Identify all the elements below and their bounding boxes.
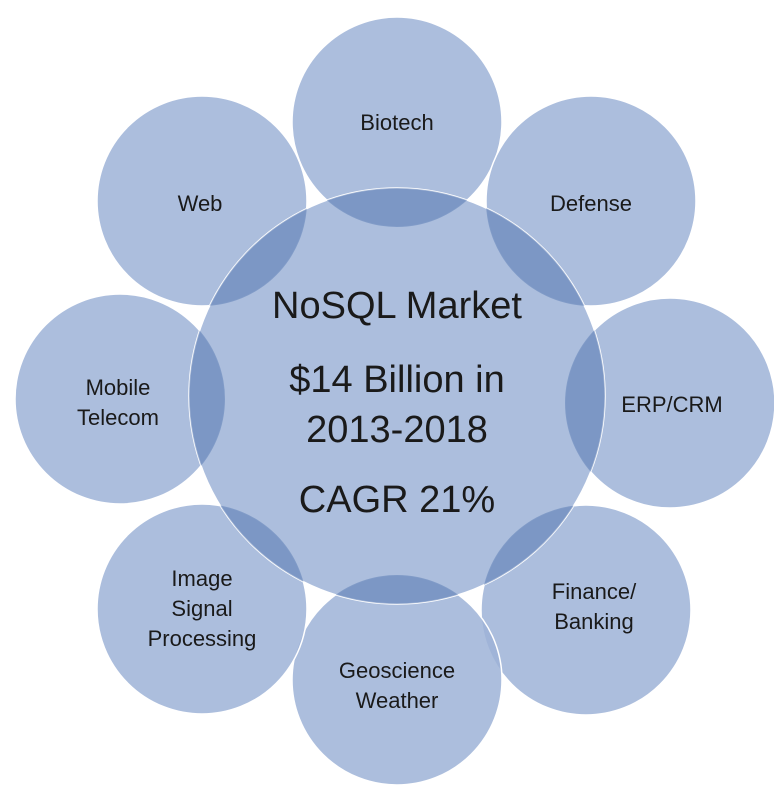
segment-label-biotech: Biotech [360, 110, 433, 135]
segment-label-image-signal-processing: Image [171, 566, 232, 591]
segment-label-mobile-telecom: Mobile [86, 375, 151, 400]
segment-label-erp-crm: ERP/CRM [621, 392, 722, 417]
segment-labels: Biotech Defense ERP/CRM Finance/Banking Geos… [77, 110, 723, 713]
segment-circle-finance-banking [480, 504, 692, 716]
segment-label-geoscience-weather: Geoscience [339, 658, 455, 683]
center-text-line: 2013-2018 [306, 409, 488, 451]
segment-label-image-signal-processing: Processing [148, 626, 257, 651]
center-text-line: CAGR 21% [299, 479, 495, 521]
segment-label-geoscience-weather: Weather [356, 688, 439, 713]
center-text-line: $14 Billion in [289, 359, 504, 401]
segment-label-image-signal-processing: Signal [171, 596, 232, 621]
segment-label-defense: Defense [550, 191, 632, 216]
segment-label-finance-banking: Banking [554, 609, 634, 634]
center-text-line: NoSQL Market [272, 285, 522, 327]
center-labels: NoSQL Market $14 Billion in 2013-2018 CAGR … [272, 285, 522, 521]
segment-circle-image-signal-processing [96, 503, 308, 715]
segment-label-mobile-telecom: Telecom [77, 405, 159, 430]
segment-label-web: Web [178, 191, 223, 216]
segment-label-finance-banking: Finance/ [552, 579, 637, 604]
